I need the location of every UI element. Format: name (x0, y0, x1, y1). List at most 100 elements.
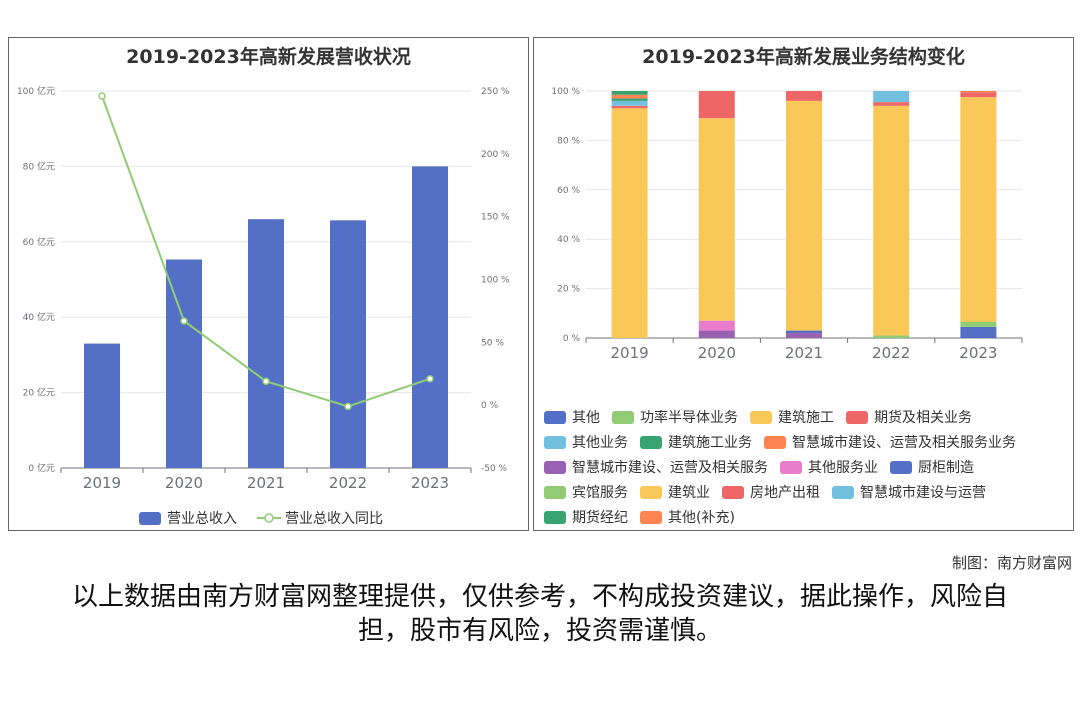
y-right-tick-label: 250 % (481, 87, 510, 97)
stacked-segment (698, 320, 735, 331)
revenue-bar (248, 219, 284, 468)
legend-label: 营业总收入同比 (285, 511, 383, 527)
legend-label: 房地产出租 (750, 485, 820, 501)
legend-label: 其他业务 (572, 435, 628, 451)
legend-item[interactable]: 建筑业 (640, 482, 710, 502)
legend-swatch (846, 410, 868, 424)
stacked-segment (611, 105, 648, 109)
business-structure-chart-svg: 0 % 20 % 40 % 60 % 80 % 100 % 2019 2020 2021 2022… (551, 87, 1023, 362)
stacked-segment (786, 91, 822, 101)
legend-swatch (722, 485, 744, 499)
legend-label: 期货经纪 (572, 510, 628, 526)
y-tick-label: 80 % (557, 136, 580, 146)
stacked-segment (611, 100, 648, 106)
stacked-segment (786, 330, 822, 334)
x-tick-label: 2019 (611, 344, 649, 362)
legend-label: 其他 (572, 410, 600, 426)
y-left-tick-label: 40 亿元 (23, 311, 55, 323)
legend-label: 建筑施工业务 (668, 435, 752, 451)
y-right-tick-label: 200 % (481, 150, 510, 160)
legend-item[interactable]: 期货及相关业务 (846, 407, 972, 427)
stacked-segment (611, 98, 648, 101)
stacked-segment (786, 333, 822, 338)
legend-swatch (640, 435, 662, 449)
revenue-chart-panel: 2019-2023年高新发展营收状况 0 亿元 20 亿元 40 亿元 60 亿元 80… (8, 37, 529, 531)
x-tick-label: 2021 (247, 474, 285, 492)
y-left-tick-label: 20 亿元 (23, 387, 55, 399)
stacked-segment (611, 94, 648, 99)
legend-swatch (139, 511, 161, 525)
legend-item[interactable]: 建筑施工 (750, 407, 834, 427)
legend-label: 智慧城市建设、运营及相关服务 (572, 460, 768, 476)
stacked-segment (786, 100, 822, 331)
legend-item[interactable]: 建筑施工业务 (640, 432, 752, 452)
legend-swatch (780, 460, 802, 474)
x-tick-label: 2023 (959, 344, 997, 362)
legend-swatch (544, 435, 566, 449)
legend-label: 厨柜制造 (918, 460, 974, 476)
stacked-segment (698, 91, 735, 119)
y-tick-label: 100 % (551, 87, 580, 97)
stacked-segment (611, 108, 648, 338)
x-tick-label: 2022 (329, 474, 367, 492)
legend-item[interactable]: 功率半导体业务 (612, 407, 738, 427)
stacked-segment (960, 91, 997, 93)
yoy-growth-point (180, 317, 188, 325)
legend-label: 期货及相关业务 (874, 410, 972, 426)
revenue-chart-title: 2019-2023年高新发展营收状况 (126, 46, 411, 68)
legend-label: 智慧城市建设、运营及相关服务业务 (792, 435, 1016, 451)
x-tick-label: 2022 (872, 344, 910, 362)
legend-swatch (612, 410, 634, 424)
legend-label: 建筑业 (668, 485, 710, 501)
legend-label: 智慧城市建设与运营 (860, 485, 986, 501)
legend-swatch (544, 410, 566, 424)
stacked-segment (873, 102, 910, 106)
x-tick-label: 2019 (83, 474, 121, 492)
y-right-tick-label: -50 % (481, 464, 508, 474)
legend-swatch (544, 460, 566, 474)
revenue-chart-svg: 0 亿元 20 亿元 40 亿元 60 亿元 80 亿元 100 亿元 -50 % 0 % 50… (17, 85, 510, 492)
legend-item[interactable]: 其他 (544, 407, 600, 427)
legend-item[interactable]: 智慧城市建设与运营 (832, 482, 986, 502)
y-tick-label: 0 % (563, 334, 581, 344)
stacked-segment (611, 91, 648, 95)
legend-item[interactable]: 房地产出租 (722, 482, 820, 502)
yoy-growth-point (426, 375, 434, 383)
legend-swatch (750, 410, 772, 424)
legend-swatch (640, 510, 662, 524)
legend-swatch (832, 485, 854, 499)
stacked-segment (873, 335, 910, 338)
legend-item[interactable]: 其他(补充) (640, 507, 735, 527)
legend-item[interactable]: 其他业务 (544, 432, 628, 452)
legend-item[interactable]: 其他服务业 (780, 457, 878, 477)
legend-item[interactable]: 营业总收入同比 (257, 508, 383, 528)
business-structure-chart-title: 2019-2023年高新发展业务结构变化 (642, 46, 965, 68)
revenue-bar (84, 343, 120, 468)
legend-item[interactable]: 智慧城市建设、运营及相关服务 (544, 457, 768, 477)
y-right-tick-label: 50 % (481, 338, 504, 348)
chart-credit: 制图：南方财富网 (951, 554, 1072, 572)
stacked-segment (873, 91, 910, 103)
legend-label: 其他服务业 (808, 460, 878, 476)
legend-item[interactable]: 智慧城市建设、运营及相关服务业务 (764, 432, 1016, 452)
legend-label: 营业总收入 (167, 511, 237, 527)
stacked-segment (960, 321, 997, 327)
yoy-growth-point (262, 377, 270, 386)
yoy-growth-point (344, 402, 352, 411)
x-tick-label: 2020 (698, 344, 736, 362)
stacked-segment (873, 105, 910, 336)
legend-item[interactable]: 营业总收入 (139, 508, 237, 528)
disclaimer-text: 以上数据由南方财富网整理提供，仅供参考，不构成投资建议，据此操作，风险自担，股市… (71, 582, 1008, 646)
y-tick-label: 20 % (557, 285, 580, 295)
revenue-bar (412, 166, 448, 468)
y-tick-label: 40 % (557, 235, 580, 245)
legend-swatch (640, 485, 662, 499)
y-right-tick-label: 0 % (481, 401, 499, 411)
legend-swatch (890, 460, 912, 474)
legend-label: 宾馆服务 (572, 485, 628, 501)
legend-item[interactable]: 宾馆服务 (544, 482, 628, 502)
y-left-tick-label: 0 亿元 (28, 462, 55, 474)
legend-item[interactable]: 期货经纪 (544, 507, 628, 527)
stacked-segment (960, 97, 997, 322)
legend-item[interactable]: 厨柜制造 (890, 457, 974, 477)
